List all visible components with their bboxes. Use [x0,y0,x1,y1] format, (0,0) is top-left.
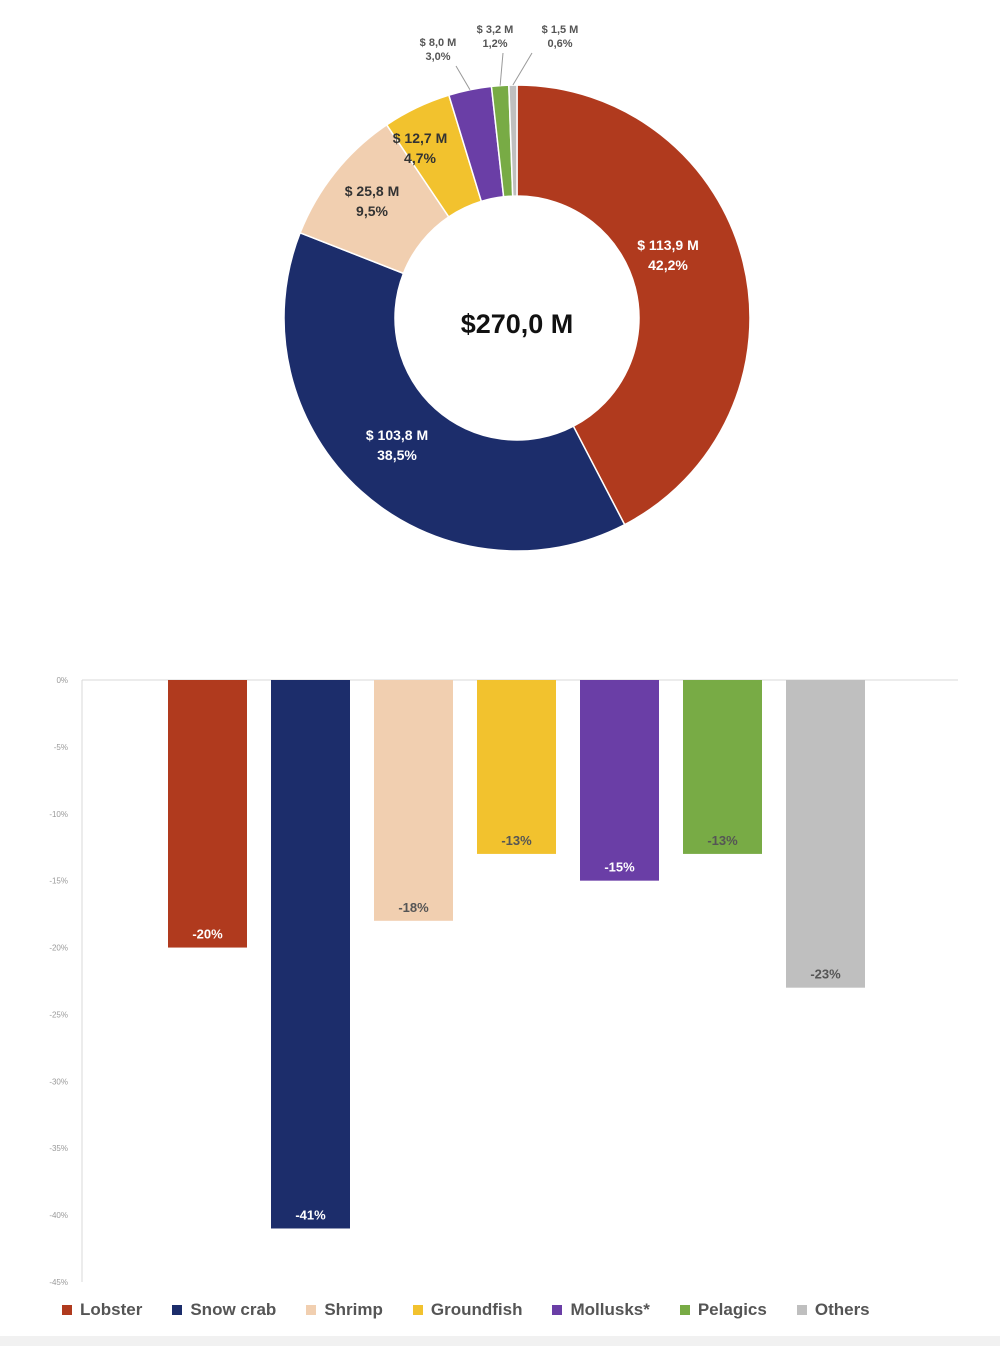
donut-percent-label: 9,5% [356,203,388,219]
legend-item-lobster: Lobster [62,1300,142,1320]
bar-data-label: -15% [604,860,635,875]
y-tick-label: -15% [49,877,68,886]
y-tick-label: 0% [56,676,68,685]
y-tick-label: -25% [49,1010,68,1019]
donut-labels: $ 113,9 M 42,2% $ 103,8 M 38,5% $ 25,8 M 9,5%… [345,24,699,463]
legend-item-snow-crab: Snow crab [172,1300,276,1320]
donut-percent-label: 3,0% [425,51,450,63]
legend-item-pelagics: Pelagics [679,1300,767,1320]
bar-data-label: -23% [810,967,841,982]
donut-percent-label: 0,6% [547,38,572,50]
legend-label: Others [814,1300,870,1319]
bar-pelagics [683,680,762,854]
donut-value-label: $ 3,2 M [477,24,514,36]
y-tick-label: -10% [49,810,68,819]
legend-label: Shrimp [324,1300,383,1319]
legend-label: Lobster [80,1300,143,1319]
bar-data-label: -18% [398,900,429,915]
legend-swatch [172,1305,183,1315]
y-tick-label: -35% [49,1144,68,1153]
donut-slice-snow-crab [283,231,626,552]
legend-swatch [796,1305,807,1315]
legend-swatch [679,1305,690,1315]
y-tick-label: -40% [49,1211,68,1220]
legend: Lobster Snow crab Shrimp Groundfish Mollusks… [62,1296,962,1324]
donut-leader-line [512,52,533,86]
bars [168,680,865,1229]
bar-others [786,680,865,988]
legend-swatch [552,1305,563,1315]
donut-slice-lobster [516,84,751,526]
legend-swatch [62,1305,72,1315]
donut-percent-label: 38,5% [377,447,417,463]
legend-swatch [306,1305,317,1315]
bar-lobster [168,680,247,948]
legend-item-groundfish: Groundfish [412,1300,523,1320]
donut-percent-label: 4,7% [404,150,436,166]
legend-label: Snow crab [190,1300,277,1319]
donut-value-label: $ 103,8 M [366,427,428,443]
legend-label: Groundfish [430,1300,523,1319]
donut-chart: $ 113,9 M 42,2% $ 103,8 M 38,5% $ 25,8 M 9,5%… [283,24,751,552]
donut-slice-others [508,84,518,197]
legend-swatch [412,1305,423,1315]
y-tick-labels: 0% -5% -10% -15% -20% -25% -30% -35% -40% -45% [49,676,68,1287]
donut-percent-label: 1,2% [482,38,507,50]
donut-leader-line [455,65,471,91]
bar-data-labels: -20% -41% -18% -13% -15% -13% -23% [192,833,841,1223]
donut-value-label: $ 8,0 M [420,37,457,49]
bar-data-label: -13% [707,833,738,848]
bar-mollusks [580,680,659,881]
donut-value-label: $ 25,8 M [345,183,399,199]
donut-slices [283,84,751,552]
y-tick-label: -30% [49,1077,68,1086]
bar-data-label: -41% [295,1207,326,1222]
donut-leader-line [499,52,504,86]
bottom-divider [0,1336,1000,1346]
legend-item-others: Others [796,1300,870,1320]
bar-groundfish [477,680,556,854]
bar-shrimp [374,680,453,921]
y-tick-label: -45% [49,1278,68,1287]
donut-percent-label: 42,2% [648,257,688,273]
donut-value-label: $ 113,9 M [637,237,699,253]
bar-data-label: -20% [192,927,223,942]
legend-label: Pelagics [697,1300,767,1319]
legend-label: Mollusks* [570,1300,650,1319]
donut-center-label: $270,0 M [461,309,574,339]
donut-value-label: $ 1,5 M [542,24,579,36]
y-tick-label: -20% [49,944,68,953]
bar-data-label: -13% [501,833,532,848]
legend-item-mollusks: Mollusks* [552,1300,650,1320]
bar-snow-crab [271,680,350,1229]
y-tick-label: -5% [54,743,68,752]
donut-value-label: $ 12,7 M [393,130,447,146]
legend-item-shrimp: Shrimp [306,1300,383,1320]
